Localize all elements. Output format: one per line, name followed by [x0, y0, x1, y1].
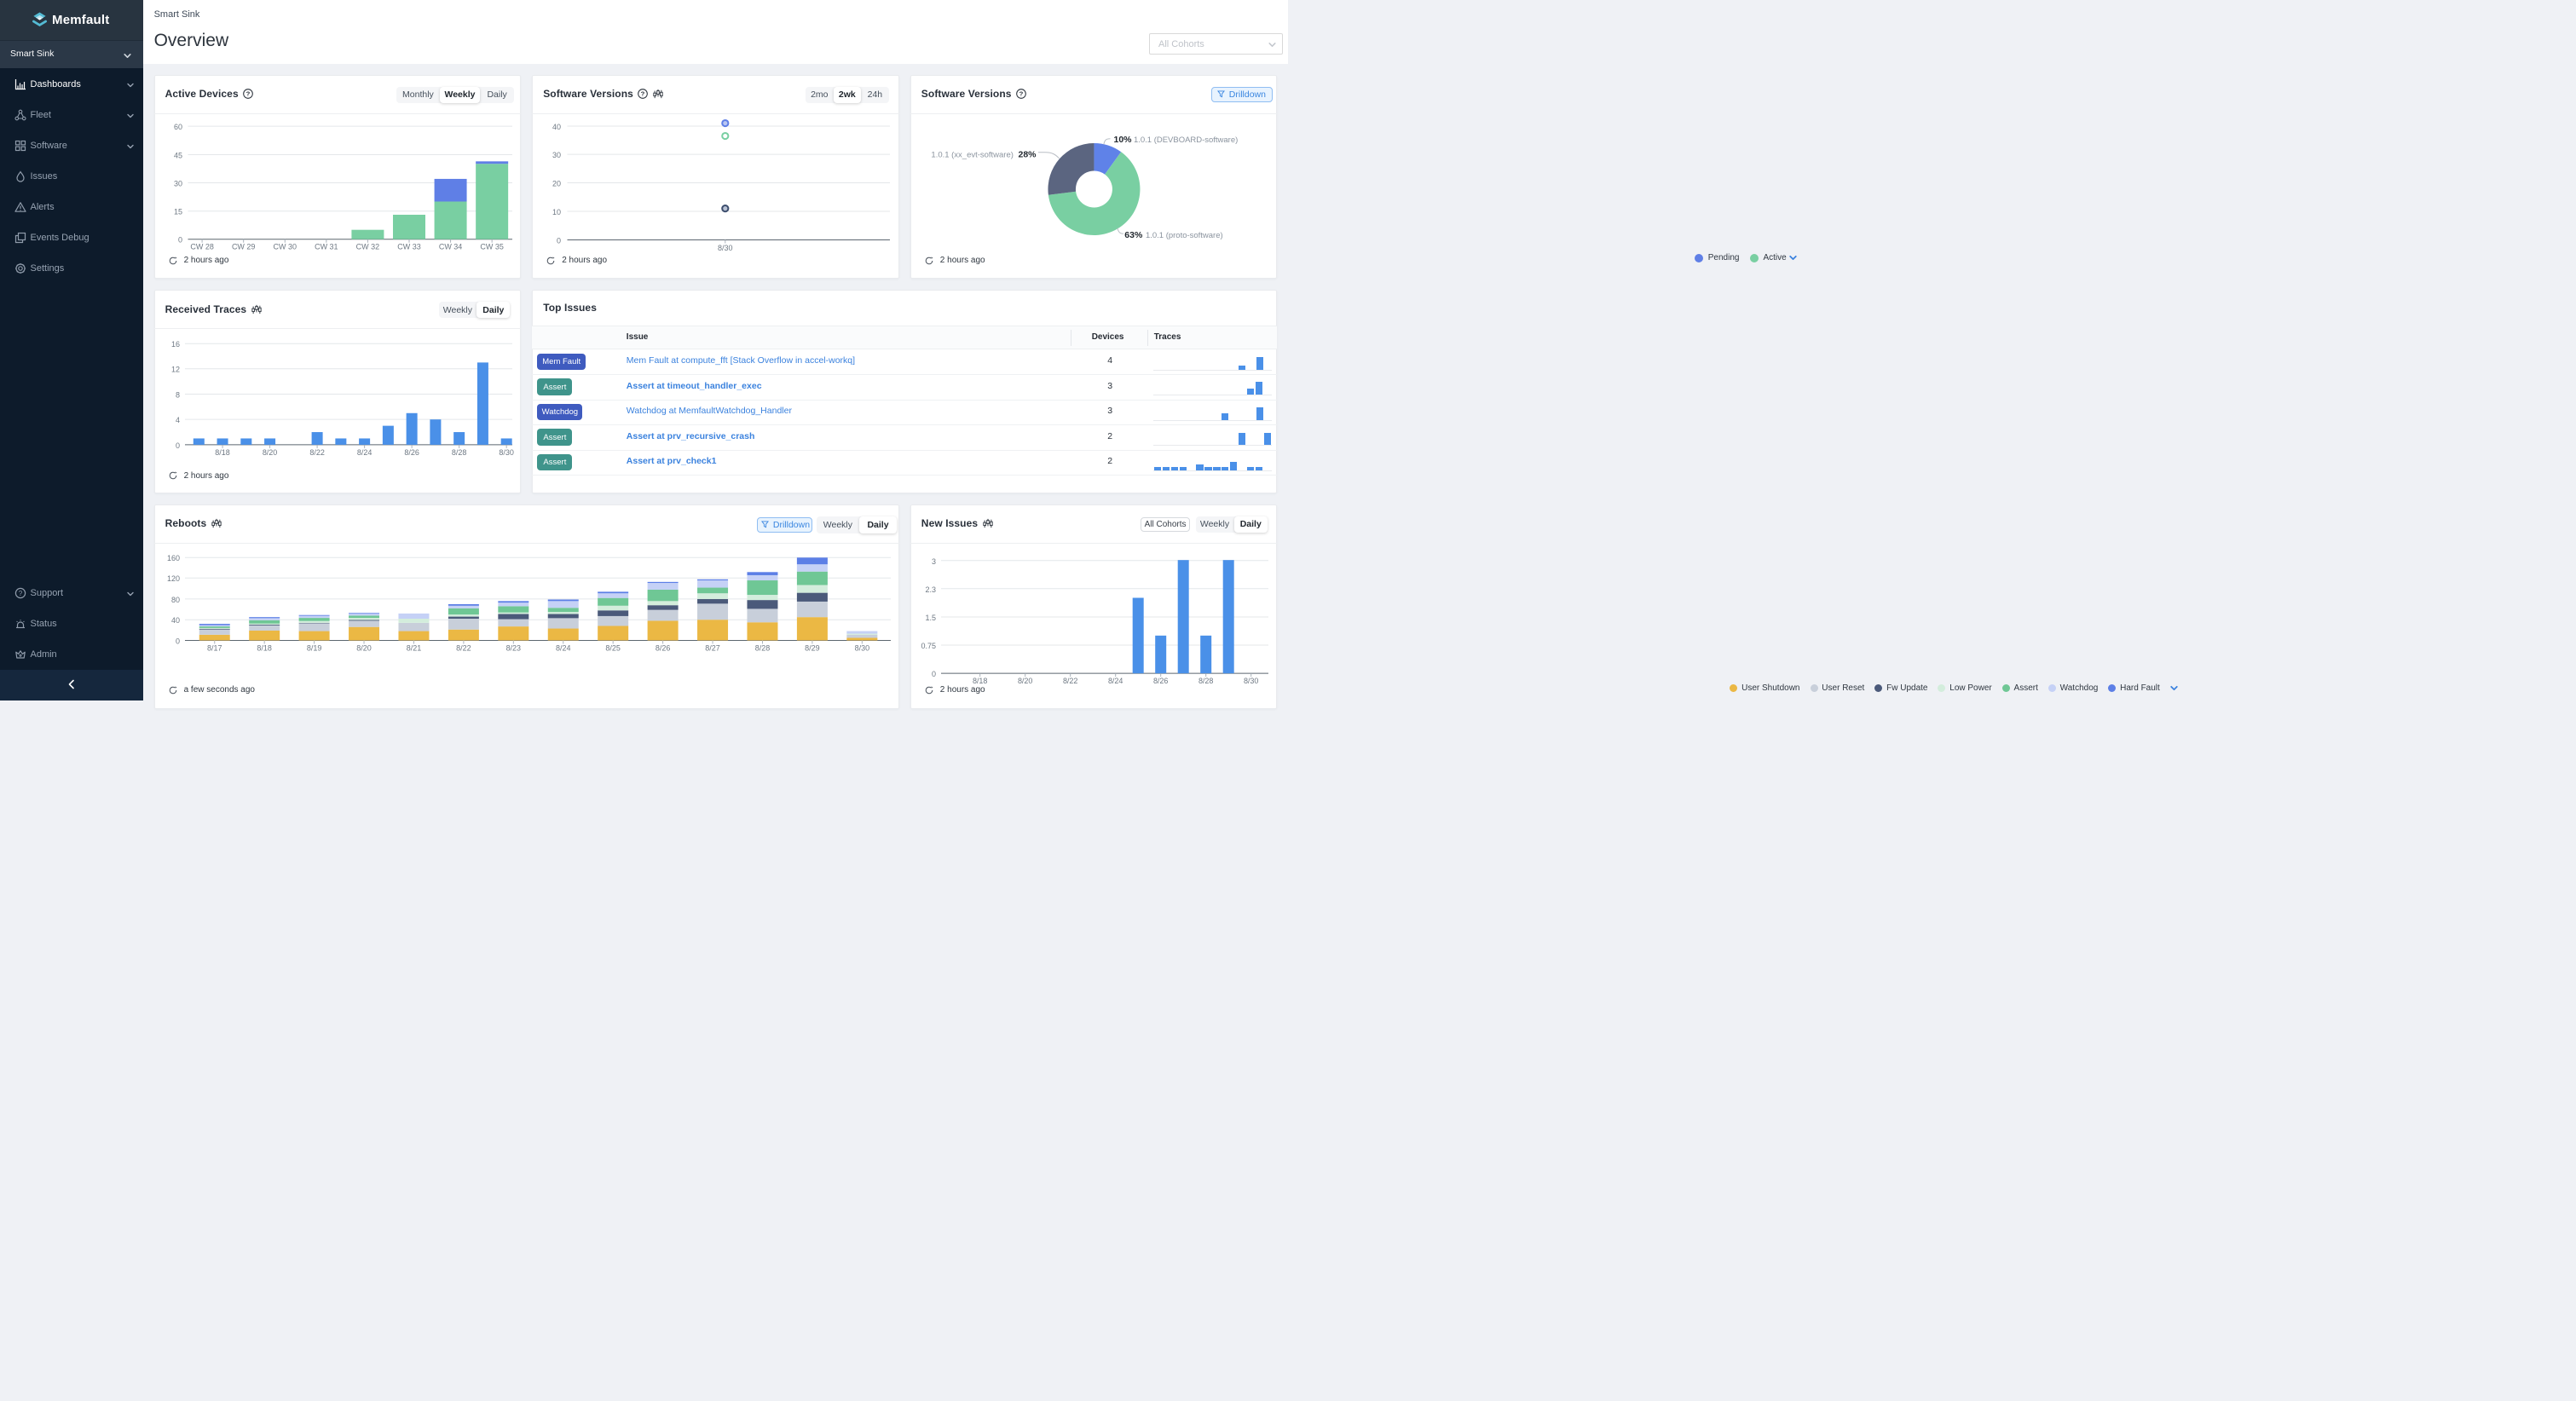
- svg-text:16: 16: [171, 340, 180, 349]
- svg-text:1.0.1 (proto-software): 1.0.1 (proto-software): [1146, 231, 1223, 240]
- svg-text:CW 30: CW 30: [273, 242, 296, 251]
- svg-text:4: 4: [176, 416, 180, 424]
- svg-text:CW 28: CW 28: [190, 242, 213, 251]
- svg-text:30: 30: [552, 151, 561, 159]
- svg-text:40: 40: [171, 616, 180, 625]
- svg-text:CW 33: CW 33: [397, 242, 420, 251]
- svg-text:0.75: 0.75: [921, 642, 936, 650]
- svg-text:8/30: 8/30: [1244, 677, 1259, 685]
- svg-text:8: 8: [176, 391, 180, 400]
- svg-text:0: 0: [932, 670, 936, 678]
- svg-text:8/24: 8/24: [556, 643, 571, 652]
- svg-text:8/26: 8/26: [404, 448, 419, 457]
- svg-text:8/20: 8/20: [262, 448, 277, 457]
- svg-text:8/20: 8/20: [1018, 677, 1033, 685]
- svg-text:80: 80: [171, 596, 180, 604]
- svg-text:0: 0: [176, 441, 180, 450]
- svg-text:12: 12: [171, 366, 180, 374]
- svg-text:8/28: 8/28: [1198, 677, 1214, 685]
- svg-text:CW 31: CW 31: [315, 242, 338, 251]
- svg-text:8/30: 8/30: [499, 448, 514, 457]
- svg-text:8/24: 8/24: [356, 448, 372, 457]
- svg-text:?: ?: [19, 590, 23, 597]
- svg-text:0: 0: [176, 637, 180, 645]
- svg-text:10%: 10%: [1113, 135, 1132, 145]
- svg-text:CW 35: CW 35: [480, 242, 503, 251]
- svg-text:8/19: 8/19: [306, 643, 321, 652]
- svg-text:8/18: 8/18: [215, 448, 230, 457]
- svg-text:0: 0: [557, 236, 561, 245]
- svg-text:CW 34: CW 34: [438, 242, 461, 251]
- svg-text:28%: 28%: [1018, 150, 1037, 159]
- svg-text:30: 30: [174, 179, 182, 187]
- svg-text:8/23: 8/23: [505, 643, 521, 652]
- svg-text:1.0.1 (DEVBOARD-software): 1.0.1 (DEVBOARD-software): [1134, 135, 1238, 145]
- svg-text:3: 3: [932, 557, 936, 566]
- svg-text:8/26: 8/26: [655, 643, 670, 652]
- svg-text:8/28: 8/28: [451, 448, 466, 457]
- svg-text:0: 0: [178, 236, 182, 245]
- svg-text:?: ?: [246, 90, 251, 98]
- svg-text:8/28: 8/28: [754, 643, 770, 652]
- svg-text:40: 40: [552, 123, 561, 131]
- svg-text:?: ?: [1019, 90, 1024, 98]
- svg-text:8/26: 8/26: [1153, 677, 1169, 685]
- svg-text:8/18: 8/18: [973, 677, 988, 685]
- svg-text:CW 29: CW 29: [232, 242, 255, 251]
- svg-text:1.5: 1.5: [925, 614, 936, 622]
- svg-text:10: 10: [552, 208, 561, 216]
- svg-text:8/29: 8/29: [805, 643, 820, 652]
- svg-text:8/30: 8/30: [718, 244, 733, 252]
- svg-text:60: 60: [174, 123, 182, 131]
- svg-text:15: 15: [174, 208, 182, 216]
- svg-text:8/21: 8/21: [406, 643, 421, 652]
- svg-text:8/18: 8/18: [257, 643, 272, 652]
- svg-text:8/22: 8/22: [456, 643, 471, 652]
- svg-text:8/25: 8/25: [605, 643, 621, 652]
- svg-text:8/22: 8/22: [1063, 677, 1078, 685]
- svg-text:8/20: 8/20: [356, 643, 372, 652]
- svg-text:120: 120: [167, 574, 180, 583]
- svg-text:2.3: 2.3: [925, 585, 936, 594]
- svg-text:8/27: 8/27: [705, 643, 720, 652]
- svg-text:8/22: 8/22: [309, 448, 325, 457]
- svg-text:160: 160: [167, 554, 180, 562]
- svg-text:63%: 63%: [1124, 231, 1143, 240]
- svg-text:8/17: 8/17: [207, 643, 222, 652]
- svg-text:1.0.1 (xx_evt-software): 1.0.1 (xx_evt-software): [931, 150, 1013, 159]
- svg-text:?: ?: [641, 90, 645, 98]
- svg-text:CW 32: CW 32: [355, 242, 378, 251]
- svg-text:45: 45: [174, 151, 182, 159]
- svg-text:8/30: 8/30: [854, 643, 869, 652]
- svg-text:8/24: 8/24: [1108, 677, 1123, 685]
- svg-text:20: 20: [552, 179, 561, 187]
